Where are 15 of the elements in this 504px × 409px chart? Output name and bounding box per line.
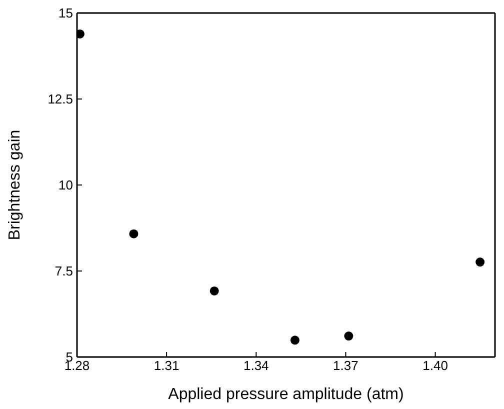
x-tick-label: 1.37 bbox=[333, 358, 358, 374]
y-tick-label: 15 bbox=[58, 6, 73, 21]
point bbox=[476, 258, 485, 267]
point bbox=[290, 336, 300, 345]
y-tick-label: 12.5 bbox=[48, 92, 73, 107]
x-tick-label: 1.34 bbox=[243, 358, 269, 374]
point bbox=[344, 332, 354, 341]
y-tick-label: 7.5 bbox=[54, 264, 73, 279]
x-tick-label: 1.40 bbox=[422, 358, 448, 374]
x-axis-title: Applied pressure amplitude (atm) bbox=[168, 386, 404, 403]
y-tick-label: 10 bbox=[58, 178, 73, 193]
point bbox=[129, 229, 138, 238]
x-tick-label: 1.31 bbox=[154, 358, 180, 374]
point bbox=[210, 286, 219, 296]
y-axis-title: Brightness gain bbox=[6, 130, 24, 240]
